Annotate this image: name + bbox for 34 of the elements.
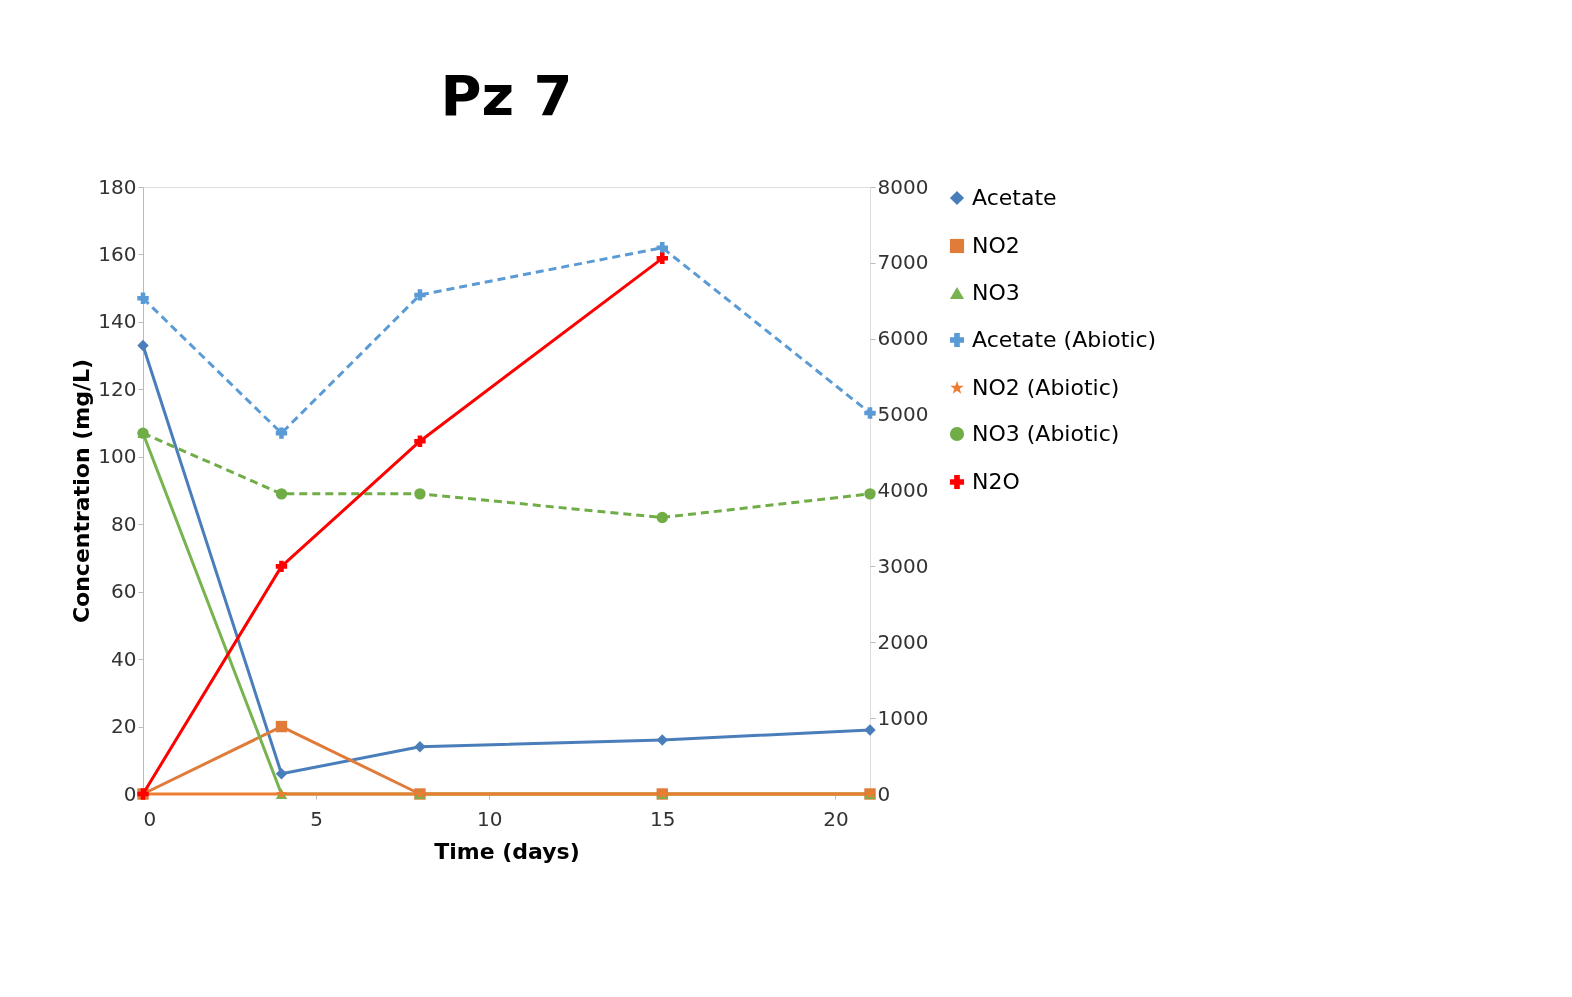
y2-tick-label: 8000 [877,174,929,199]
y-axis-title: Concentration (mg/L) [69,358,95,624]
y2-tick-label: 4000 [877,478,929,502]
y2-tick-label: 5000 [877,402,929,427]
y2-tick-label: 0 [877,781,891,806]
y-tick-label: 120 [98,376,137,401]
legend-label: NO3 [972,280,1020,305]
x-tick-label: 5 [310,806,323,831]
chart-title: Pz 7 [440,63,573,128]
y-tick-label: 0 [123,781,137,806]
y-tick-label: 40 [111,646,137,671]
legend-label: N2O [972,469,1020,494]
x-tick-label: 0 [143,806,157,831]
legend-label: NO3 (Abiotic) [972,421,1120,446]
y2-tick-label: 7000 [877,250,929,275]
x-axis-title: Time (days) [434,838,580,864]
y2-tick-label: 3000 [877,553,929,578]
x-tick-label: 15 [650,806,676,831]
legend-label: NO2 (Abiotic) [972,375,1120,400]
legend-label: NO2 [972,233,1020,258]
y2-tick-label: 6000 [877,326,929,351]
x-tick-label: 10 [476,806,503,831]
y2-tick-label: 1000 [877,705,929,730]
y-tick-label: 160 [98,241,137,266]
x-tick-label: 20 [823,806,849,831]
y-tick-label: 20 [111,714,137,739]
y-tick-label: 100 [98,444,137,469]
y-tick-label: 60 [111,579,137,604]
legend-label: Acetate [972,185,1057,210]
y-tick-label: 140 [98,309,137,334]
y-tick-label: 180 [98,174,137,199]
legend-label: Acetate (Abiotic) [972,327,1157,352]
y-tick-label: 80 [111,511,137,536]
y2-tick-label: 2000 [877,629,929,654]
